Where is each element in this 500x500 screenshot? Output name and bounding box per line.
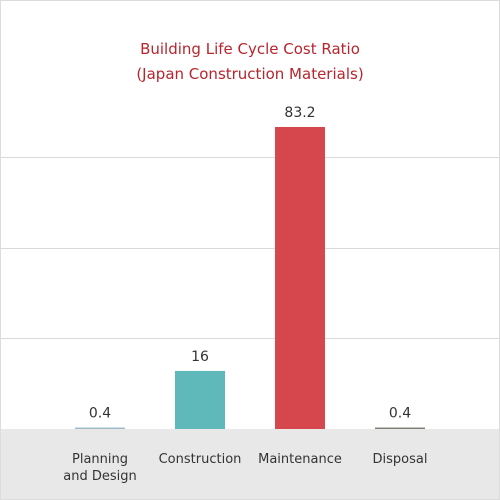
category-labels: Planning and Design Construction Maintenanc… (63, 452, 427, 484)
bar (275, 126, 325, 429)
bars (75, 126, 425, 429)
value-label: 0.4 (389, 406, 411, 422)
value-labels: 0.4 16 83.2 0.4 (89, 105, 411, 422)
category-label: Disposal (373, 452, 428, 467)
category-label: Maintenance (258, 452, 342, 467)
category-label: Construction (159, 452, 242, 467)
value-label: 83.2 (284, 105, 315, 121)
value-label: 16 (191, 349, 209, 365)
chart-title-line-1: Building Life Cycle Cost Ratio (140, 40, 360, 58)
category-axis-band (1, 429, 499, 499)
grid-lines (1, 157, 499, 339)
category-label: and Design (63, 469, 136, 484)
bar (375, 427, 425, 429)
chart-title-line-2: (Japan Construction Materials) (136, 65, 363, 83)
category-label: Planning (72, 452, 128, 467)
value-label: 0.4 (89, 406, 111, 422)
bar (75, 427, 125, 429)
bar (175, 370, 225, 429)
